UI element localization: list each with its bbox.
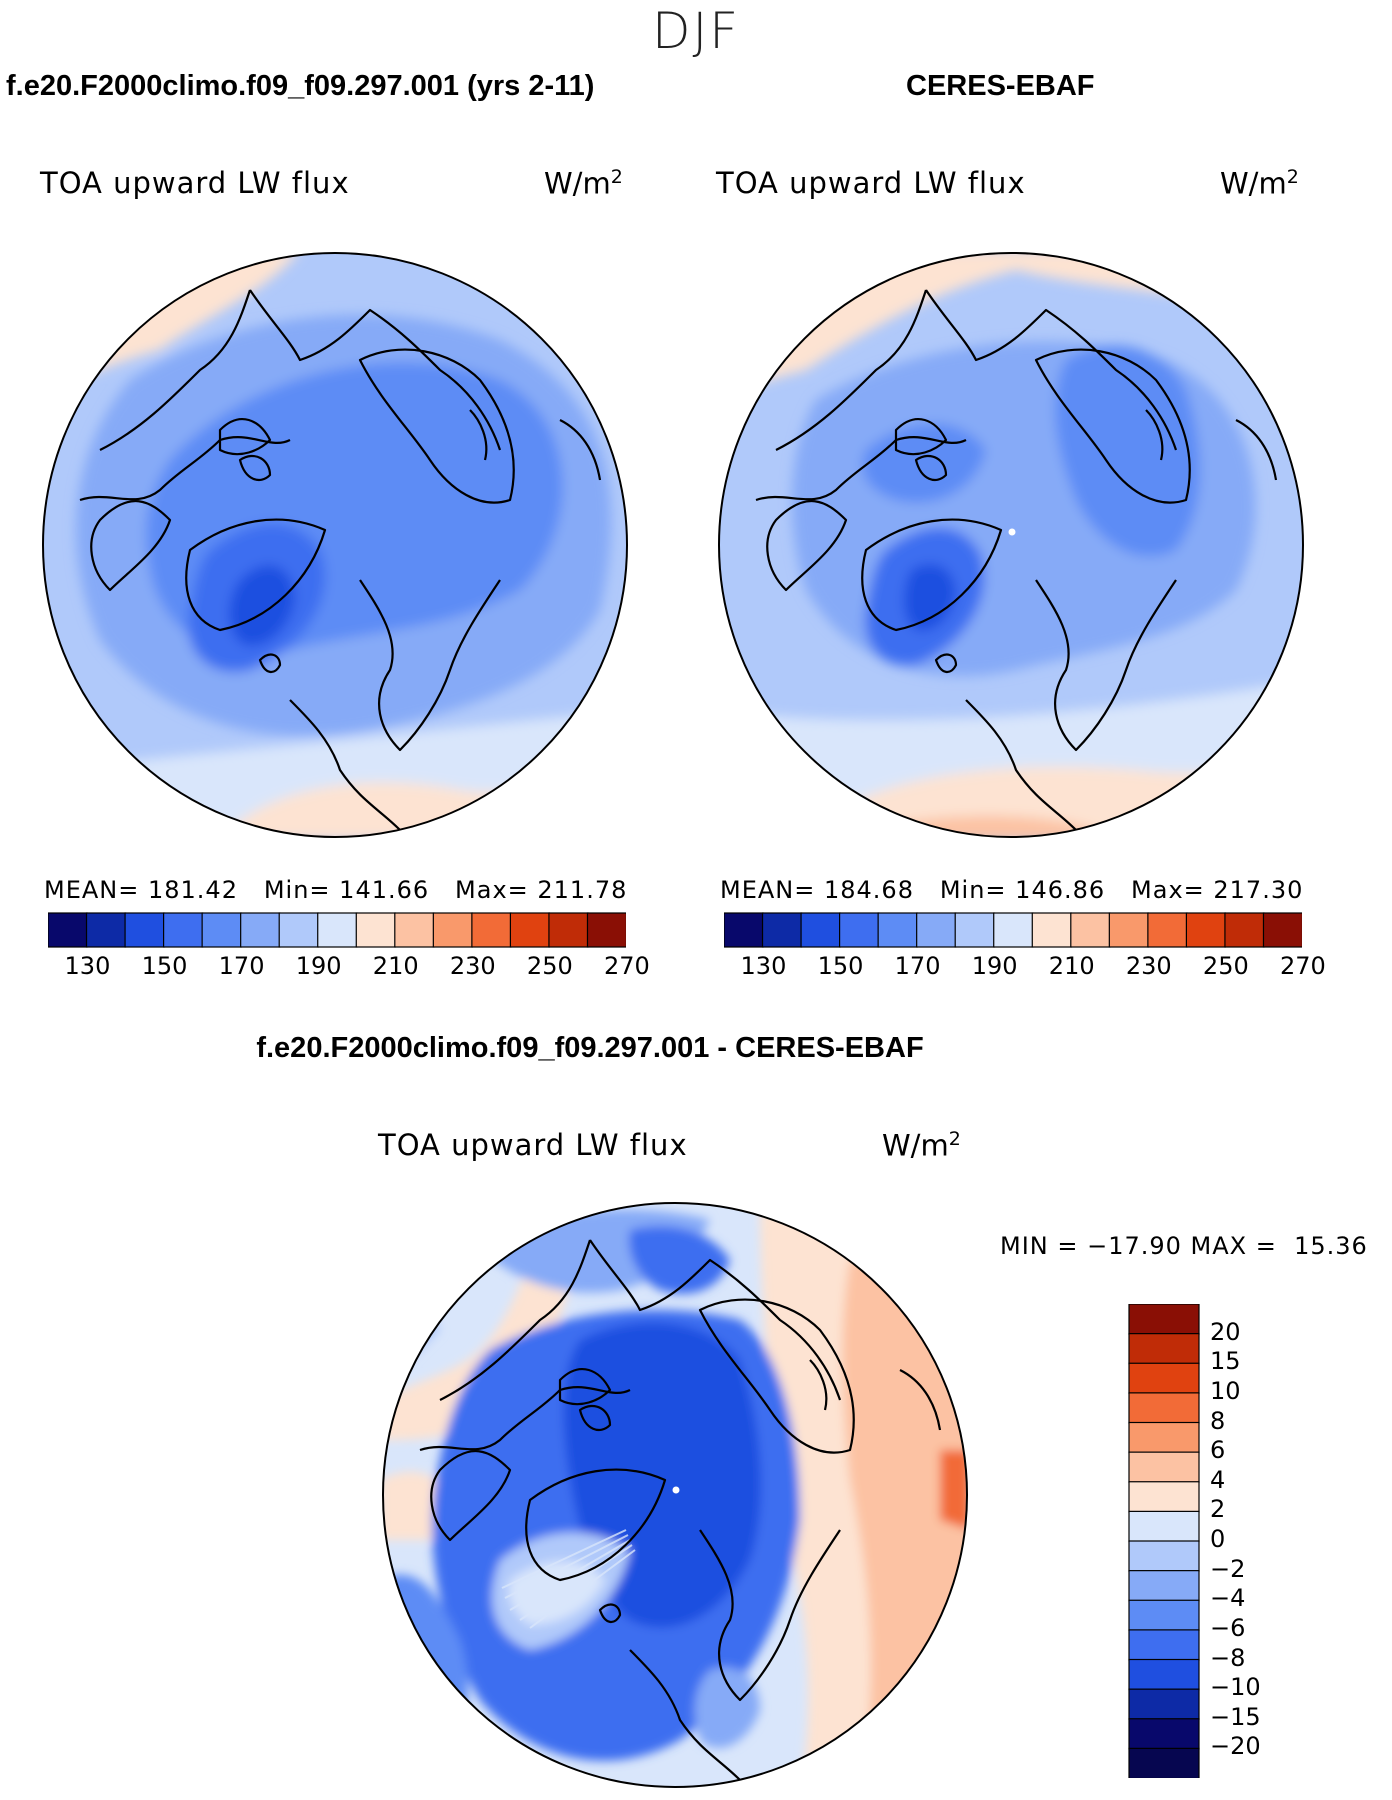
colorbar-swatch bbox=[1128, 1333, 1200, 1365]
colorbar-tick-label: 190 bbox=[295, 952, 342, 980]
model-colorbar bbox=[48, 912, 626, 948]
colorbar-tick-label: 150 bbox=[141, 952, 188, 980]
obs-colorbar bbox=[724, 912, 1302, 948]
colorbar-tick-label: 210 bbox=[372, 952, 419, 980]
colorbar-tick-label: 4 bbox=[1210, 1465, 1226, 1494]
colorbar-tick-label: 230 bbox=[1125, 952, 1172, 980]
colorbar-swatch bbox=[1108, 912, 1149, 948]
colorbar-tick-label: 230 bbox=[449, 952, 496, 980]
colorbar-swatch bbox=[761, 912, 803, 948]
colorbar-swatch bbox=[1224, 912, 1265, 948]
colorbar-tick-label: −4 bbox=[1210, 1584, 1246, 1613]
colorbar-swatch bbox=[240, 912, 281, 948]
colorbar-swatch bbox=[1128, 1304, 1200, 1335]
colorbar-swatch bbox=[1128, 1481, 1200, 1513]
colorbar-swatch bbox=[724, 912, 764, 948]
colorbar-swatch bbox=[201, 912, 242, 948]
colorbar-tick-label: 2 bbox=[1210, 1495, 1226, 1524]
model-variable-label: TOA upward LW flux bbox=[40, 166, 350, 200]
obs-variable-label: TOA upward LW flux bbox=[716, 166, 1026, 200]
colorbar-swatch bbox=[838, 912, 880, 948]
colorbar-tick-label: −6 bbox=[1210, 1613, 1246, 1642]
colorbar-tick-label: 270 bbox=[604, 952, 650, 980]
colorbar-swatch bbox=[954, 912, 995, 948]
obs-panel-title: CERES-EBAF bbox=[906, 70, 1095, 102]
colorbar-swatch bbox=[1128, 1658, 1200, 1691]
colorbar-tick-label: 8 bbox=[1210, 1406, 1226, 1435]
diff-variable-label: TOA upward LW flux bbox=[378, 1128, 688, 1162]
colorbar-swatch bbox=[1128, 1747, 1200, 1778]
obs-colorbar-ticks: 130 150 170 190 210 230 250 270 bbox=[724, 952, 1326, 982]
colorbar-swatch bbox=[1128, 1540, 1200, 1572]
colorbar-swatch bbox=[800, 912, 841, 948]
diff-polar-map bbox=[382, 1202, 968, 1788]
colorbar-swatch bbox=[1262, 912, 1302, 948]
colorbar-swatch bbox=[1128, 1392, 1200, 1424]
season-title: DJF bbox=[651, 2, 740, 60]
colorbar-tick-label: −8 bbox=[1210, 1643, 1246, 1672]
colorbar-tick-label: 20 bbox=[1210, 1317, 1241, 1346]
colorbar-swatch bbox=[48, 912, 88, 948]
model-units-label: W/m2 bbox=[544, 166, 623, 201]
model-colorbar-ticks: 130 150 170 190 210 230 250 270 bbox=[48, 952, 650, 982]
colorbar-tick-label: 170 bbox=[218, 952, 265, 980]
colorbar-tick-label: 210 bbox=[1048, 952, 1095, 980]
colorbar-tick-label: 130 bbox=[64, 952, 111, 980]
colorbar-swatch bbox=[993, 912, 1034, 948]
diff-colorbar bbox=[1128, 1304, 1200, 1778]
colorbar-swatch bbox=[317, 912, 358, 948]
colorbar-swatch bbox=[548, 912, 589, 948]
obs-units-label: W/m2 bbox=[1220, 166, 1299, 201]
diff-units-label: W/m2 bbox=[882, 1128, 961, 1163]
colorbar-swatch bbox=[1128, 1570, 1200, 1602]
colorbar-swatch bbox=[1128, 1510, 1200, 1543]
colorbar-tick-label: −20 bbox=[1210, 1732, 1261, 1761]
colorbar-tick-label: −15 bbox=[1210, 1702, 1261, 1731]
colorbar-tick-label: 170 bbox=[894, 952, 941, 980]
colorbar-tick-label: 250 bbox=[1202, 952, 1249, 980]
colorbar-swatch bbox=[1070, 912, 1111, 948]
colorbar-swatch bbox=[1128, 1688, 1200, 1720]
colorbar-tick-label: 10 bbox=[1210, 1376, 1241, 1405]
diff-minmax-label: MIN = −17.90 MAX = 15.36 bbox=[1000, 1232, 1368, 1260]
colorbar-swatch bbox=[1128, 1451, 1200, 1483]
colorbar-tick-label: −2 bbox=[1210, 1554, 1246, 1583]
colorbar-tick-label: 270 bbox=[1280, 952, 1326, 980]
colorbar-tick-label: 0 bbox=[1210, 1525, 1226, 1553]
colorbar-swatch bbox=[916, 912, 957, 948]
colorbar-swatch bbox=[1128, 1421, 1200, 1454]
model-stats-label: MEAN= 181.42 Min= 141.66 Max= 211.78 bbox=[44, 876, 628, 904]
colorbar-tick-label: 250 bbox=[526, 952, 573, 980]
obs-polar-map bbox=[718, 252, 1304, 838]
colorbar-swatch bbox=[1128, 1599, 1200, 1631]
colorbar-swatch bbox=[355, 912, 396, 948]
colorbar-tick-label: 190 bbox=[971, 952, 1018, 980]
obs-stats-label: MEAN= 184.68 Min= 146.86 Max= 217.30 bbox=[720, 876, 1304, 904]
colorbar-swatch bbox=[432, 912, 473, 948]
colorbar-swatch bbox=[162, 912, 204, 948]
colorbar-swatch bbox=[471, 912, 512, 948]
colorbar-swatch bbox=[1147, 912, 1188, 948]
colorbar-swatch bbox=[85, 912, 127, 948]
model-polar-map bbox=[42, 252, 628, 838]
colorbar-swatch bbox=[278, 912, 319, 948]
colorbar-swatch bbox=[1128, 1718, 1200, 1750]
colorbar-tick-label: 15 bbox=[1210, 1347, 1241, 1376]
colorbar-tick-label: 130 bbox=[740, 952, 787, 980]
colorbar-swatch bbox=[1128, 1629, 1200, 1661]
colorbar-swatch bbox=[586, 912, 626, 948]
diff-colorbar-ticks: 20 15 10 8 6 4 2 0 −2 −4 −6 −8 −10 −15 −20 bbox=[1210, 1304, 1300, 1778]
colorbar-swatch bbox=[509, 912, 551, 948]
model-panel-title: f.e20.F2000climo.f09_f09.297.001 (yrs 2-… bbox=[6, 70, 595, 102]
colorbar-swatch bbox=[1031, 912, 1072, 948]
colorbar-swatch bbox=[877, 912, 918, 948]
colorbar-swatch bbox=[394, 912, 435, 948]
colorbar-swatch bbox=[1185, 912, 1227, 948]
colorbar-tick-label: 150 bbox=[817, 952, 864, 980]
colorbar-tick-label: 6 bbox=[1210, 1436, 1226, 1465]
colorbar-tick-label: −10 bbox=[1210, 1673, 1261, 1702]
colorbar-swatch bbox=[124, 912, 165, 948]
colorbar-swatch bbox=[1128, 1362, 1200, 1394]
diff-panel-title: f.e20.F2000climo.f09_f09.297.001 - CERES… bbox=[256, 1032, 924, 1064]
